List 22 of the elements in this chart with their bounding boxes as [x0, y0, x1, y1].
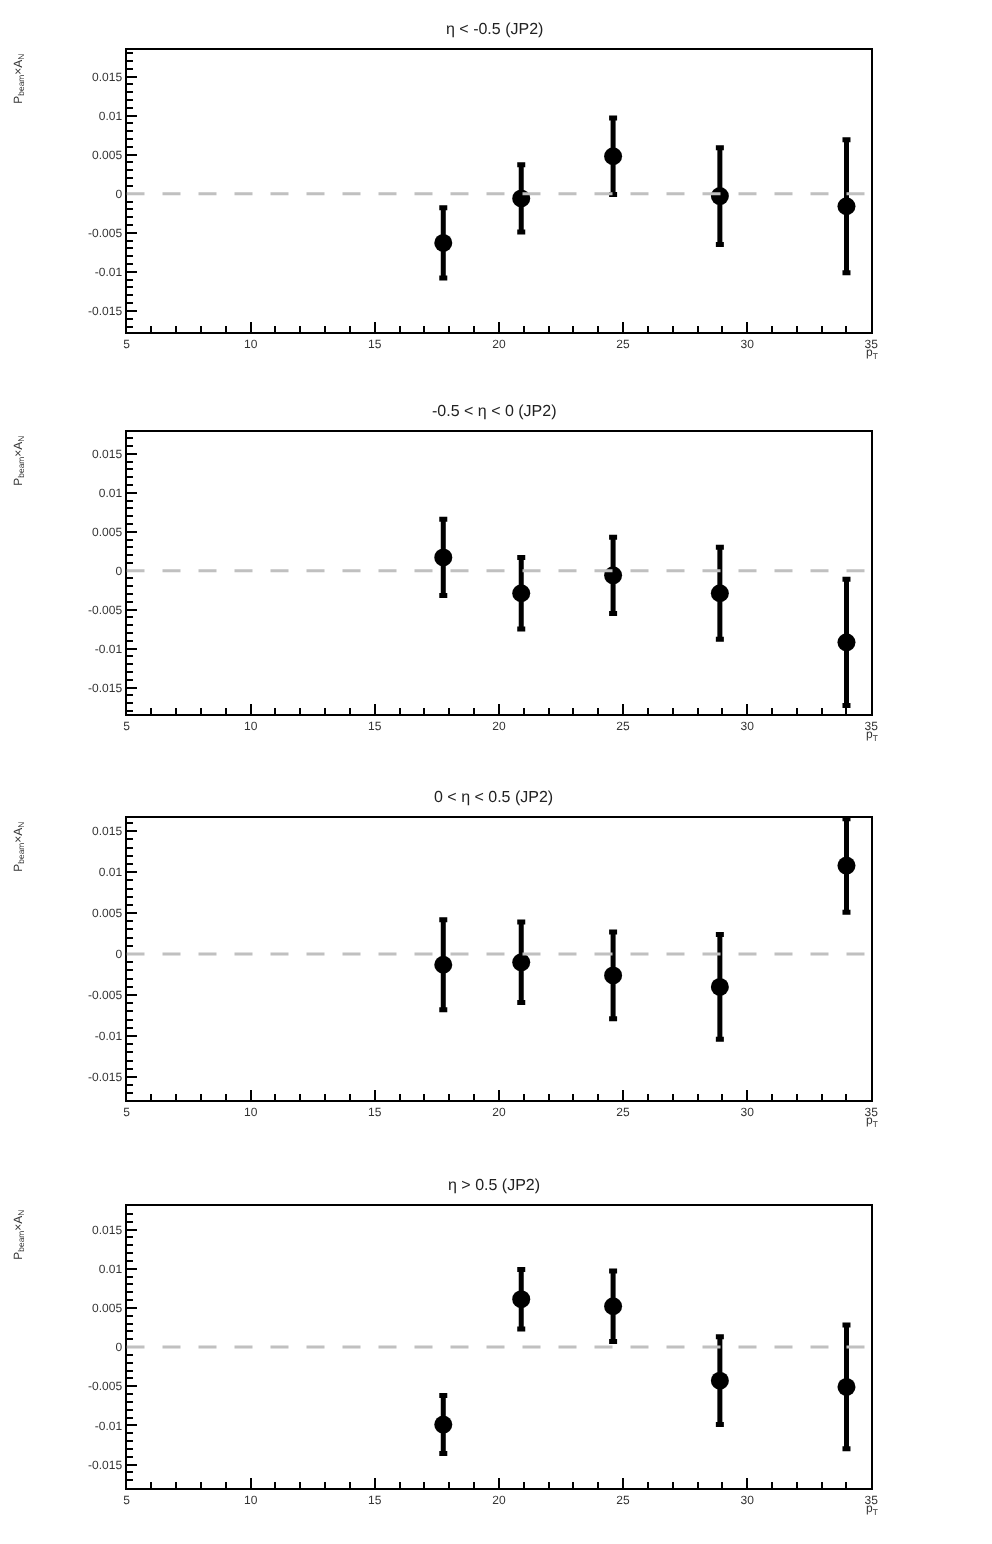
point [604, 147, 623, 166]
point [512, 189, 531, 208]
point [710, 977, 729, 996]
chart-title: η > 0.5 (JP2) [448, 1176, 541, 1194]
chart-title: 0 < η < 0.5 (JP2) [434, 788, 554, 806]
point [512, 584, 531, 603]
point [434, 955, 453, 974]
point [837, 197, 856, 216]
point [512, 1290, 531, 1309]
point [837, 1377, 856, 1396]
point [604, 1297, 623, 1316]
point [604, 966, 623, 985]
point [434, 548, 453, 567]
point [710, 584, 729, 603]
chart-title: η < -0.5 (JP2) [446, 20, 545, 38]
point [434, 233, 453, 252]
point [434, 1415, 453, 1434]
point [512, 953, 531, 972]
chart-title: -0.5 < η < 0 (JP2) [432, 402, 558, 420]
point [837, 856, 856, 875]
point [837, 633, 856, 652]
point [710, 1371, 729, 1390]
